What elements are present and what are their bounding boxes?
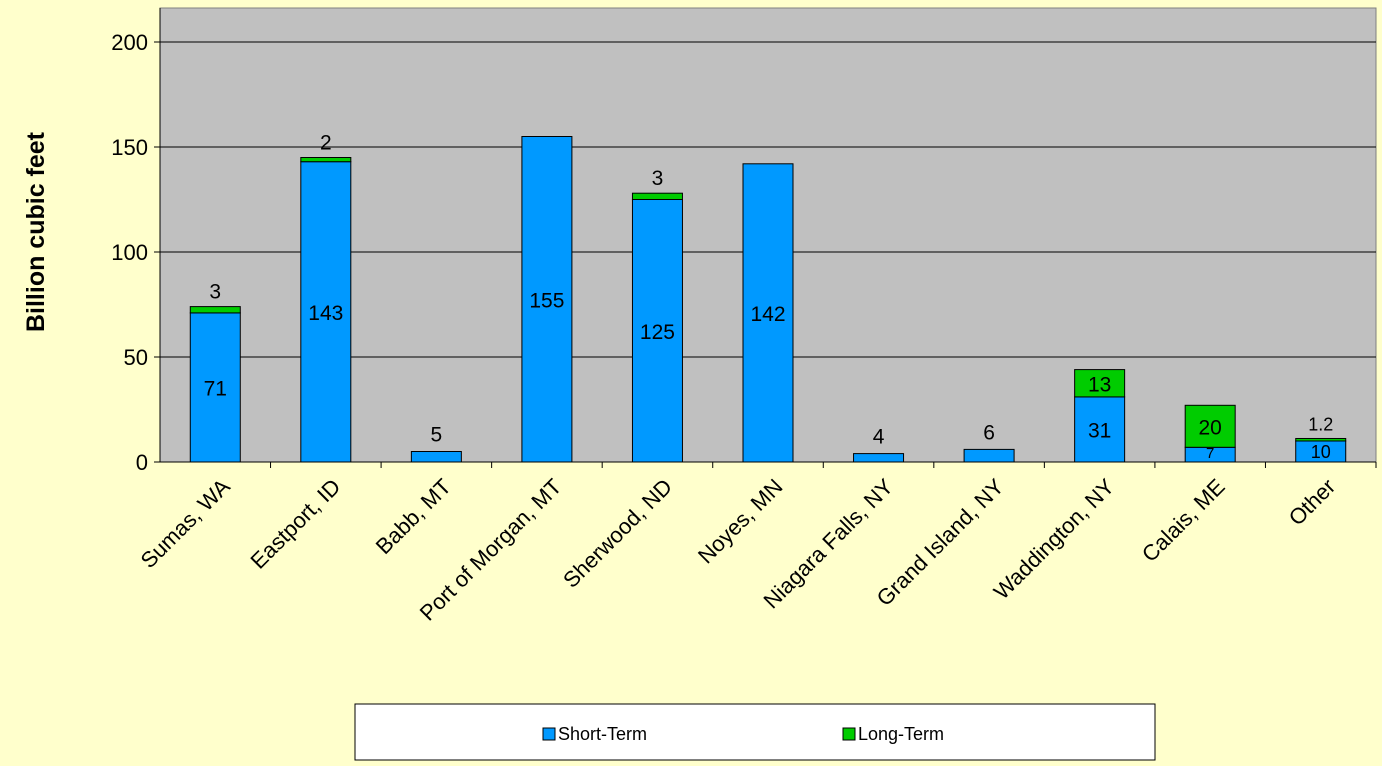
x-tick-label-calais-me: Calais, ME: [1137, 474, 1230, 567]
data-label-long-term-other: 1.2: [1308, 414, 1333, 434]
data-label-short-term-niagara-falls-ny: 4: [873, 426, 885, 449]
x-tick-label-other: Other: [1284, 474, 1341, 531]
x-tick-label-babb-mt: Babb, MT: [371, 474, 456, 559]
y-tick-label-0: 0: [136, 450, 148, 475]
y-tick-label-50: 50: [124, 345, 148, 370]
bar-short-term-eastport-id: [300, 161, 352, 463]
data-label-short-term-sumas-wa: 71: [204, 377, 227, 400]
y-tick-label-150: 150: [111, 135, 148, 160]
legend: Short-Term Long-Term: [354, 703, 1156, 761]
bar-short-term-niagara-falls-ny: [853, 453, 905, 463]
bar-long-term-sumas-wa: [189, 306, 241, 314]
data-label-short-term-waddington-ny: 31: [1088, 419, 1111, 442]
data-label-long-term-sherwood-nd: 3: [652, 167, 664, 190]
bar-long-term-calais-me: [1184, 404, 1236, 448]
legend-label-long-term: Long-Term: [858, 724, 944, 744]
data-label-long-term-calais-me: 20: [1199, 416, 1222, 439]
x-tick-label-waddington-ny: Waddington, NY: [989, 474, 1120, 605]
bar-long-term-other: [1295, 437, 1347, 442]
data-label-short-term-calais-me: 7: [1206, 445, 1214, 462]
x-tick-label-eastport-id: Eastport, ID: [246, 474, 346, 574]
data-labels: 71 3 143 2 5 155 125 3 142 4 6 31 13 7 20 10 1.2: [204, 132, 1334, 463]
legend-swatch-short-term: [542, 727, 556, 741]
data-label-short-term-grand-island-ny: 6: [983, 421, 995, 444]
data-label-long-term-sumas-wa: 3: [209, 281, 221, 304]
data-label-short-term-sherwood-nd: 125: [640, 321, 675, 344]
y-tick-label-100: 100: [111, 240, 148, 265]
legend-label-short-term: Short-Term: [558, 724, 647, 744]
bar-long-term-eastport-id: [300, 157, 352, 163]
y-axis-title: Billion cubic feet: [22, 131, 50, 332]
bar-short-term-grand-island-ny: [963, 448, 1015, 463]
x-tick-label-sherwood-nd: Sherwood, ND: [558, 474, 677, 593]
data-label-long-term-waddington-ny: 13: [1088, 373, 1111, 396]
data-label-short-term-noyes-mn: 142: [750, 303, 785, 326]
data-label-short-term-babb-mt: 5: [431, 424, 443, 447]
data-label-short-term-other: 10: [1311, 442, 1331, 462]
legend-box: [354, 703, 1156, 761]
x-tick-label-noyes-mn: Noyes, MN: [693, 474, 788, 569]
y-tick-label-200: 200: [111, 30, 148, 55]
data-label-short-term-port-of-morgan-mt: 155: [529, 289, 564, 312]
bar-short-term-babb-mt: [410, 451, 462, 463]
legend-swatch-long-term: [842, 727, 856, 741]
bar-long-term-waddington-ny: [1074, 369, 1126, 398]
data-label-long-term-eastport-id: 2: [320, 132, 332, 155]
x-tick-label-sumas-wa: Sumas, WA: [136, 474, 235, 573]
data-label-short-term-eastport-id: 143: [308, 302, 343, 325]
bar-long-term-sherwood-nd: [631, 192, 683, 200]
